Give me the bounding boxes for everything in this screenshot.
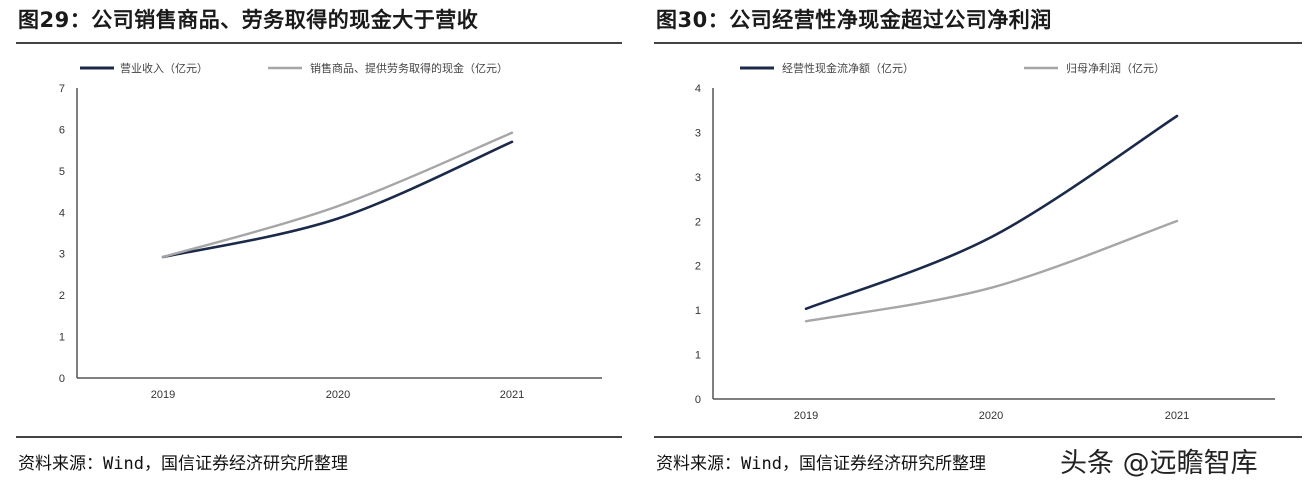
x-tick-label: 2020	[979, 410, 1003, 422]
series-line	[161, 140, 514, 259]
x-tick-label: 2020	[326, 389, 350, 401]
legend-label: 销售商品、提供劳务取得的现金（亿元）	[310, 61, 508, 75]
y-tick-label: 0	[59, 373, 65, 385]
line-chart-30: 0 1 1 2 2 3 3 4 2019 2020 2021 经营性现金流净额（亿元） 归母净利润（亿元…	[695, 61, 1275, 422]
y-tick-label: 7	[59, 83, 65, 95]
title-divider	[654, 42, 1302, 44]
y-tick-label: 2	[59, 290, 65, 302]
watermark: 头条 @远瞻智库	[1060, 441, 1258, 480]
series-line	[161, 131, 514, 259]
y-tick-label: 3	[695, 127, 701, 139]
legend-label: 经营性现金流净额（亿元）	[782, 61, 914, 75]
figure-29-title: 图29：公司销售商品、劳务取得的现金大于营收	[18, 8, 479, 32]
source-divider	[16, 436, 622, 438]
x-tick-label: 2021	[500, 389, 524, 401]
y-tick-label: 2	[695, 261, 701, 273]
y-tick-label: 6	[59, 124, 65, 136]
y-tick-label: 5	[59, 166, 65, 178]
y-tick-label: 4	[695, 83, 701, 95]
y-tick-label: 2	[695, 216, 701, 228]
figure-30-source: 资料来源：Wind，国信证券经济研究所整理	[656, 454, 986, 474]
line-chart-29: 0 1 2 3 4 5 6 7 2019 2020 2021 营业收入（亿元） 销售商品、提供劳务取得的…	[59, 61, 602, 401]
y-tick-label: 1	[59, 332, 65, 344]
figure-30-title: 图30：公司经营性净现金超过公司净利润	[656, 8, 1052, 32]
figure-29-panel: 图29：公司销售商品、劳务取得的现金大于营收 资料来源：Wind，国信证券经济研…	[0, 0, 650, 485]
y-tick-label: 4	[59, 207, 65, 219]
figure-30-panel: 图30：公司经营性净现金超过公司净利润 资料来源：Wind，国信证券经济研究所整…	[650, 0, 1312, 485]
legend-label: 归母净利润（亿元）	[1066, 61, 1165, 75]
y-tick-label: 0	[695, 394, 701, 406]
x-tick-label: 2021	[1165, 410, 1189, 422]
series-line	[804, 114, 1179, 311]
y-tick-label: 1	[695, 305, 701, 317]
x-tick-label: 2019	[151, 389, 175, 401]
y-tick-label: 3	[59, 249, 65, 261]
x-tick-label: 2019	[794, 410, 818, 422]
series-line	[804, 219, 1179, 323]
y-tick-label: 3	[695, 172, 701, 184]
legend-label: 营业收入（亿元）	[120, 61, 208, 75]
figure-29-source: 资料来源：Wind，国信证券经济研究所整理	[18, 454, 348, 474]
title-divider	[16, 42, 622, 44]
source-divider	[654, 436, 1302, 438]
y-tick-label: 1	[695, 350, 701, 362]
